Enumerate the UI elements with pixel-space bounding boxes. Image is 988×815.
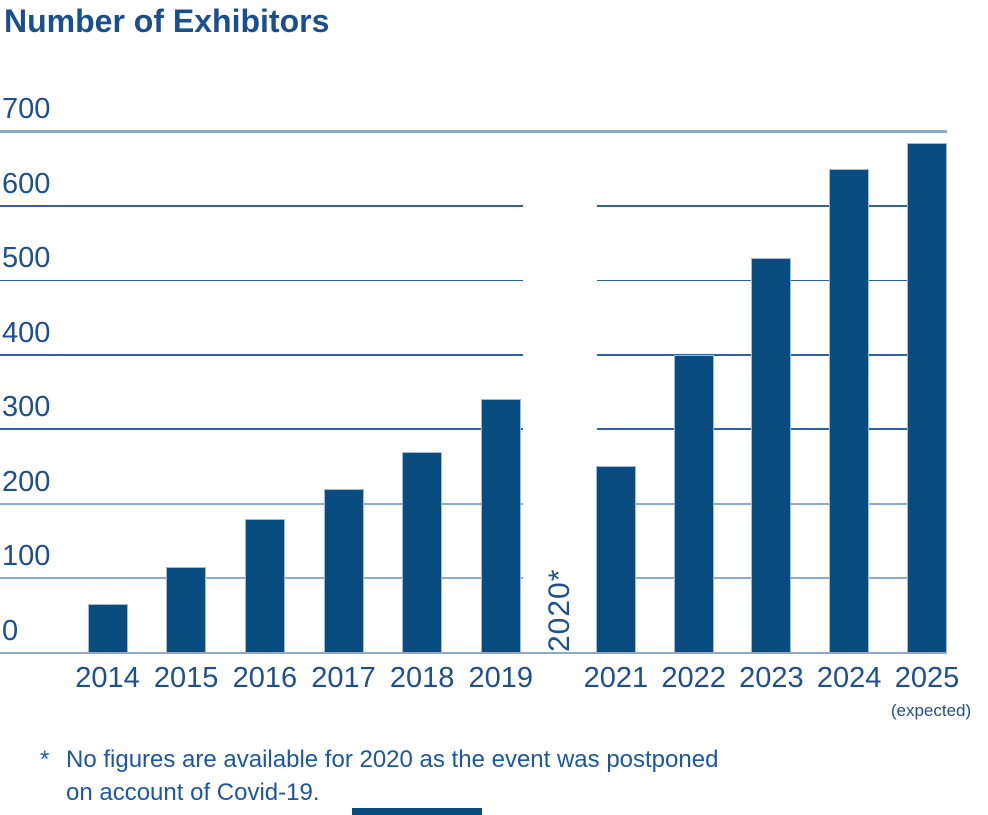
missing-year-label: 2020* <box>543 568 576 652</box>
y-axis-label-0: 0 <box>2 614 19 647</box>
x-axis-label-2016: 2016 <box>232 662 298 694</box>
footnote-line-2: on account of Covid-19. <box>66 779 320 806</box>
chart-title: Number of Exhibitors <box>4 3 330 39</box>
bar-2024 <box>829 168 870 653</box>
x-axis-label-2014: 2014 <box>75 662 140 694</box>
footnote-text: No figures are available for 2020 as the… <box>66 743 718 809</box>
x-axis-label-2023: 2023 <box>739 662 804 694</box>
gridline-200 <box>0 502 523 505</box>
bar-2023 <box>751 258 792 653</box>
cropped-footer-bar <box>352 808 482 815</box>
footnote-line-1: No figures are available for 2020 as the… <box>66 746 719 773</box>
y-axis-label-600: 600 <box>2 167 51 200</box>
gridline-400 <box>0 354 523 356</box>
x-axis-label-2021: 2021 <box>583 662 649 694</box>
x-axis-label-2017: 2017 <box>311 662 376 694</box>
gridline-700 <box>0 129 947 133</box>
gridline-300 <box>0 428 523 430</box>
gridline-0 <box>0 651 947 654</box>
footnote: * No figures are available for 2020 as t… <box>40 743 718 809</box>
footnote-asterisk: * <box>40 746 50 773</box>
bar-2015 <box>166 566 207 653</box>
gridline-600 <box>0 205 523 207</box>
expected-note: (expected) <box>890 701 972 720</box>
gridline-600 <box>597 205 947 207</box>
x-axis-label-2018: 2018 <box>389 662 455 694</box>
y-axis-label-400: 400 <box>2 316 51 349</box>
x-axis-label-2015: 2015 <box>153 662 219 694</box>
x-axis-label-2024: 2024 <box>816 662 882 694</box>
x-axis-label-2019: 2019 <box>468 662 534 694</box>
bar-2025 <box>907 142 947 653</box>
gridline-500 <box>0 279 523 282</box>
bar-2021 <box>595 466 636 653</box>
y-axis-label-700: 700 <box>2 93 51 126</box>
y-axis-label-200: 200 <box>2 465 51 498</box>
x-axis-label-2025: 2025 <box>894 662 960 694</box>
bar-2022 <box>673 354 714 653</box>
bar-2016 <box>244 518 285 653</box>
y-axis-label-100: 100 <box>2 540 51 573</box>
y-axis-label-500: 500 <box>2 242 51 275</box>
bar-2017 <box>323 488 364 653</box>
x-axis-label-2022: 2022 <box>661 662 726 694</box>
y-axis-label-300: 300 <box>2 391 51 424</box>
bar-2019 <box>480 399 521 653</box>
bar-2014 <box>87 604 128 653</box>
bar-2018 <box>402 451 443 653</box>
